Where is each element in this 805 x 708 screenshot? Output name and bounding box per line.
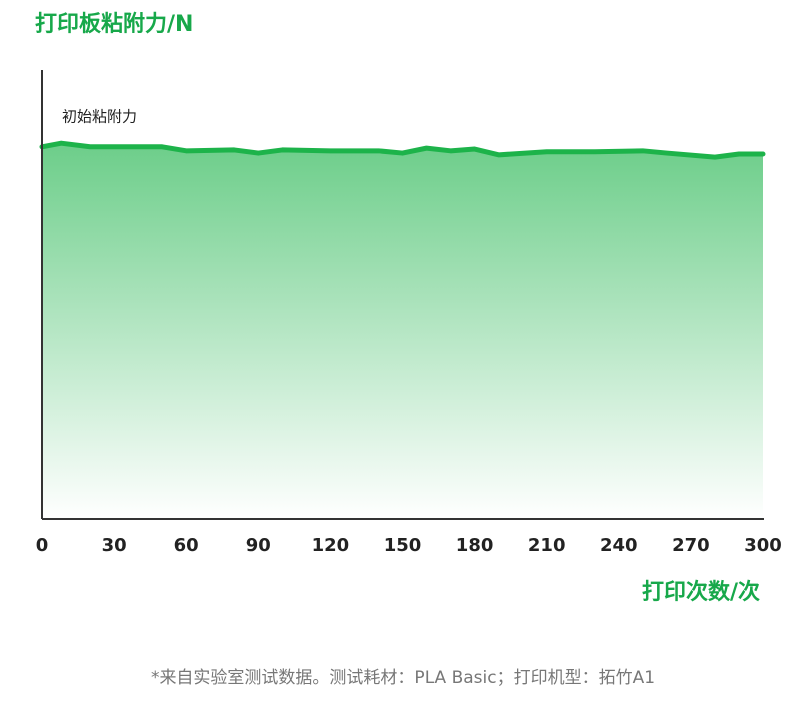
chart-title: 打印板粘附力/N [35, 11, 193, 37]
x-tick-label: 30 [102, 535, 127, 556]
area-fill [42, 143, 763, 519]
x-tick-label: 240 [600, 535, 638, 556]
x-tick-label: 270 [672, 535, 710, 556]
x-tick-label: 180 [456, 535, 494, 556]
x-tick-label: 150 [384, 535, 422, 556]
plot-area [39, 140, 766, 519]
x-tick-label: 0 [36, 535, 49, 556]
x-tick-label: 90 [246, 535, 271, 556]
x-axis-label: 打印次数/次 [642, 579, 760, 605]
x-tick-label: 120 [312, 535, 350, 556]
line [39, 140, 766, 160]
annotation: 初始粘附力 [62, 108, 137, 126]
x-tick-label: 210 [528, 535, 566, 556]
footnote: *来自实验室测试数据。测试耗材：PLA Basic；打印机型：拓竹A1 [151, 668, 655, 688]
x-tick-label: 60 [174, 535, 199, 556]
x-tick-label: 300 [744, 535, 782, 556]
